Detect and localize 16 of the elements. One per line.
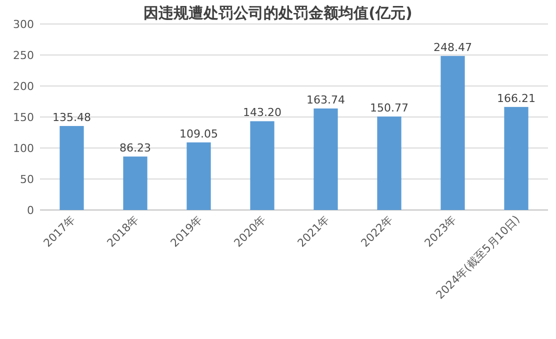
data-label: 163.74 xyxy=(306,93,345,106)
data-label: 248.47 xyxy=(434,40,472,54)
data-label: 109.05 xyxy=(180,127,218,140)
data-label: 150.77 xyxy=(370,102,408,115)
ytick: 50 xyxy=(20,173,34,186)
data-label: 86.23 xyxy=(120,142,151,155)
data-label: 143.20 xyxy=(243,106,282,120)
ytick: 150 xyxy=(13,111,34,124)
data-label: 166.21 xyxy=(497,92,536,105)
data-label: 135.48 xyxy=(52,111,91,124)
ytick: 250 xyxy=(13,49,34,62)
ytick: 300 xyxy=(13,18,34,31)
title: 因违规遭处罚公司的处罚金额均值(亿元) xyxy=(144,4,412,22)
ytick: 200 xyxy=(13,80,34,93)
ytick: 0 xyxy=(27,204,34,217)
ytick: 100 xyxy=(13,142,34,155)
